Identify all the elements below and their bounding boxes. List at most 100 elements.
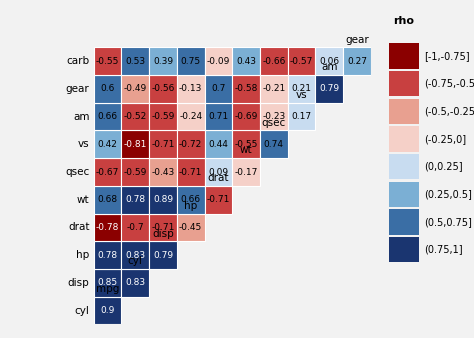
Text: vs: vs xyxy=(296,90,307,100)
Text: 0.83: 0.83 xyxy=(125,251,146,260)
Text: -0.49: -0.49 xyxy=(124,84,147,93)
Text: -0.67: -0.67 xyxy=(96,168,119,176)
Text: -0.43: -0.43 xyxy=(151,168,174,176)
Text: 0.78: 0.78 xyxy=(125,195,146,204)
Text: (-0.75,-0.5]: (-0.75,-0.5] xyxy=(425,78,474,89)
Text: 0.9: 0.9 xyxy=(100,306,115,315)
Text: -0.69: -0.69 xyxy=(235,112,258,121)
Bar xyxy=(121,47,149,75)
Bar xyxy=(288,103,315,130)
Bar xyxy=(343,47,371,75)
Bar xyxy=(121,186,149,214)
Bar xyxy=(205,158,232,186)
Text: -0.71: -0.71 xyxy=(151,140,174,149)
Text: [-1,-0.75]: [-1,-0.75] xyxy=(425,51,470,61)
Bar xyxy=(149,214,177,241)
Bar xyxy=(94,297,121,324)
Bar xyxy=(315,47,343,75)
Bar xyxy=(389,71,419,96)
Bar xyxy=(149,186,177,214)
Text: -0.21: -0.21 xyxy=(262,84,285,93)
Text: cyl: cyl xyxy=(128,256,143,266)
Text: rho: rho xyxy=(393,17,414,26)
Bar xyxy=(315,75,343,103)
Bar xyxy=(177,47,205,75)
Text: (0.25,0.5]: (0.25,0.5] xyxy=(425,189,473,199)
Bar xyxy=(205,103,232,130)
Text: 0.6: 0.6 xyxy=(100,84,115,93)
Bar xyxy=(389,209,419,235)
Bar xyxy=(232,47,260,75)
Text: -0.55: -0.55 xyxy=(235,140,258,149)
Text: (0.75,1]: (0.75,1] xyxy=(425,244,463,255)
Bar xyxy=(94,269,121,297)
Text: hp: hp xyxy=(76,250,90,260)
Bar xyxy=(177,214,205,241)
Text: qsec: qsec xyxy=(262,118,286,128)
Bar xyxy=(389,126,419,151)
Text: cyl: cyl xyxy=(74,306,90,316)
Text: 0.79: 0.79 xyxy=(319,84,339,93)
Text: -0.71: -0.71 xyxy=(151,223,174,232)
Text: drat: drat xyxy=(68,222,90,233)
Text: vs: vs xyxy=(78,139,90,149)
Text: (-0.25,0]: (-0.25,0] xyxy=(425,134,466,144)
Text: 0.53: 0.53 xyxy=(125,57,146,66)
Text: 0.39: 0.39 xyxy=(153,57,173,66)
Text: 0.21: 0.21 xyxy=(292,84,311,93)
Bar xyxy=(121,241,149,269)
Bar xyxy=(149,130,177,158)
Bar xyxy=(94,103,121,130)
Text: 0.42: 0.42 xyxy=(98,140,118,149)
Bar xyxy=(260,47,288,75)
Text: 0.66: 0.66 xyxy=(98,112,118,121)
Bar xyxy=(288,75,315,103)
Text: 0.78: 0.78 xyxy=(98,251,118,260)
Bar xyxy=(232,75,260,103)
Bar xyxy=(205,130,232,158)
Bar xyxy=(94,47,121,75)
Bar xyxy=(260,130,288,158)
Bar xyxy=(389,237,419,262)
Text: 0.79: 0.79 xyxy=(153,251,173,260)
Text: qsec: qsec xyxy=(65,167,90,177)
Text: gear: gear xyxy=(66,84,90,94)
Bar xyxy=(94,214,121,241)
Text: -0.52: -0.52 xyxy=(124,112,147,121)
Text: 0.71: 0.71 xyxy=(209,112,228,121)
Text: -0.56: -0.56 xyxy=(151,84,174,93)
Bar xyxy=(260,103,288,130)
Text: gear: gear xyxy=(345,34,369,45)
Bar xyxy=(149,158,177,186)
Text: -0.55: -0.55 xyxy=(96,57,119,66)
Text: -0.7: -0.7 xyxy=(127,223,144,232)
Bar xyxy=(121,75,149,103)
Text: -0.81: -0.81 xyxy=(124,140,147,149)
Text: am: am xyxy=(321,62,337,72)
Bar xyxy=(205,47,232,75)
Bar xyxy=(121,103,149,130)
Text: -0.59: -0.59 xyxy=(124,168,147,176)
Bar xyxy=(260,75,288,103)
Text: 0.7: 0.7 xyxy=(211,84,226,93)
Bar xyxy=(288,47,315,75)
Text: 0.66: 0.66 xyxy=(181,195,201,204)
Text: carb: carb xyxy=(66,56,90,66)
Text: 0.89: 0.89 xyxy=(153,195,173,204)
Bar xyxy=(121,269,149,297)
Bar xyxy=(94,158,121,186)
Text: -0.17: -0.17 xyxy=(235,168,258,176)
Text: 0.83: 0.83 xyxy=(125,279,146,287)
Text: -0.24: -0.24 xyxy=(179,112,202,121)
Text: 0.75: 0.75 xyxy=(181,57,201,66)
Text: -0.71: -0.71 xyxy=(207,195,230,204)
Bar xyxy=(389,99,419,124)
Text: disp: disp xyxy=(152,228,174,239)
Text: 0.06: 0.06 xyxy=(319,57,339,66)
Bar xyxy=(389,182,419,207)
Text: -0.66: -0.66 xyxy=(262,57,285,66)
Bar xyxy=(177,75,205,103)
Text: 0.68: 0.68 xyxy=(98,195,118,204)
Bar xyxy=(232,158,260,186)
Text: hp: hp xyxy=(184,201,197,211)
